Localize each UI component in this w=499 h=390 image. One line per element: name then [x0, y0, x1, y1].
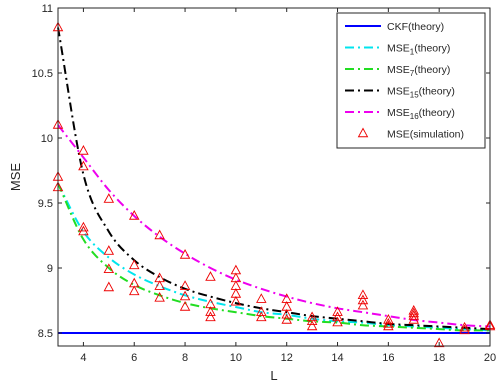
x-tick-label-1: 6 — [131, 352, 137, 364]
series-line-3 — [57, 27, 491, 331]
legend-label-suffix-1: (theory) — [414, 43, 450, 55]
legend-label-sub-4: 16 — [410, 112, 419, 121]
simulation-point-13 — [128, 259, 140, 270]
legend-label-0: CKF(theory) — [387, 21, 444, 33]
simulation-point-33 — [256, 293, 267, 303]
simulation-point-10 — [103, 263, 115, 273]
legend-label-sub-3: 15 — [410, 91, 419, 100]
legend-swatch-5 — [357, 127, 369, 138]
simulation-markers — [52, 21, 496, 348]
simulation-point-39 — [281, 314, 292, 324]
y-tick-label-1: 9 — [47, 263, 53, 275]
x-tick-label-8: 20 — [484, 352, 496, 364]
simulation-point-21 — [179, 280, 191, 290]
y-tick-label-3: 10 — [41, 133, 53, 145]
legend-label-base-0: CKF(theory) — [387, 21, 444, 33]
legend-label-base-2: MSE — [387, 64, 410, 76]
simulation-point-12 — [128, 210, 140, 220]
simulation-point-6 — [78, 221, 89, 232]
simulation-point-49 — [383, 314, 394, 324]
simulation-point-58 — [459, 324, 470, 335]
simulation-point-51 — [383, 320, 394, 331]
plot-area-frame — [57, 7, 491, 347]
series-line-2 — [57, 183, 490, 332]
simulation-point-46 — [357, 289, 369, 299]
simulation-point-57 — [459, 321, 470, 332]
simulation-point-4 — [78, 145, 89, 155]
simulation-point-56 — [433, 337, 445, 348]
y-tick-label-4: 10.5 — [32, 68, 53, 80]
legend-label-2: MSE7(theory) — [387, 64, 450, 78]
x-tick-label-6: 16 — [382, 352, 394, 364]
series-line-1 — [57, 183, 491, 332]
simulation-point-7 — [78, 225, 89, 236]
simulation-point-18 — [154, 280, 165, 290]
simulation-point-16 — [154, 229, 165, 240]
simulation-point-9 — [103, 245, 115, 255]
y-tick-label-0: 8.5 — [38, 328, 53, 340]
simulation-point-19 — [154, 291, 165, 302]
simulation-point-27 — [205, 311, 216, 322]
simulation-point-38 — [281, 308, 292, 319]
simulation-point-11 — [103, 281, 115, 292]
simulation-point-42 — [306, 320, 318, 331]
simulation-point-45 — [332, 316, 343, 327]
legend-label-sub-2: 7 — [410, 69, 415, 78]
simulation-point-8 — [103, 193, 115, 203]
x-tick-label-0: 4 — [80, 352, 86, 364]
simulation-point-55 — [408, 314, 420, 324]
legend-label-base-1: MSE — [387, 43, 410, 55]
x-axis-label: L — [270, 368, 277, 383]
simulation-point-44 — [332, 311, 343, 322]
simulation-point-53 — [408, 307, 420, 318]
simulation-point-43 — [332, 306, 343, 316]
simulation-point-23 — [179, 301, 191, 311]
y-tick-label-2: 9.5 — [38, 198, 53, 210]
simulation-point-5 — [78, 160, 89, 171]
simulation-point-34 — [256, 306, 267, 316]
legend-label-sub-1: 1 — [410, 48, 415, 57]
simulation-point-20 — [179, 249, 191, 259]
y-axis-label: MSE — [8, 163, 23, 192]
y-tick-label-5: 11 — [42, 3, 53, 15]
legend-label-base-5: MSE(simulation) — [387, 129, 464, 141]
simulation-point-48 — [357, 299, 369, 310]
legend-label-5: MSE(simulation) — [387, 129, 464, 141]
legend-label-suffix-2: (theory) — [414, 64, 450, 76]
simulation-point-54 — [408, 310, 420, 320]
simulation-point-26 — [205, 306, 216, 316]
legend-label-base-4: MSE — [387, 107, 410, 119]
simulation-point-41 — [306, 315, 318, 325]
legend-label-3: MSE15(theory) — [387, 86, 455, 100]
x-tick-label-7: 18 — [433, 352, 445, 364]
legend-label-1: MSE1(theory) — [387, 43, 450, 57]
legend-box — [336, 12, 486, 149]
simulation-point-47 — [357, 294, 369, 305]
simulation-point-22 — [179, 290, 191, 301]
legend-label-4: MSE16(theory) — [387, 107, 455, 121]
legend-label-base-3: MSE — [387, 86, 410, 98]
simulation-point-50 — [383, 317, 394, 328]
simulation-point-24 — [205, 271, 216, 281]
x-tick-label-5: 14 — [331, 352, 343, 364]
simulation-point-35 — [256, 311, 267, 322]
axis-ticks: 4 6 8 10 12 14 16 18 20 8.5 9 9.5 10 10.5 11 — [32, 3, 497, 364]
legend-label-suffix-3: (theory) — [419, 86, 455, 98]
legend: CKF(theory)MSE1(theory)MSE7(theory)MSE15… — [336, 12, 486, 149]
simulation-point-32 — [230, 295, 242, 306]
legend-label-suffix-4: (theory) — [419, 107, 455, 119]
x-tick-label-3: 10 — [230, 352, 242, 364]
x-tick-label-2: 8 — [182, 352, 188, 364]
x-tick-label-4: 12 — [281, 352, 293, 364]
simulation-point-15 — [128, 285, 140, 296]
